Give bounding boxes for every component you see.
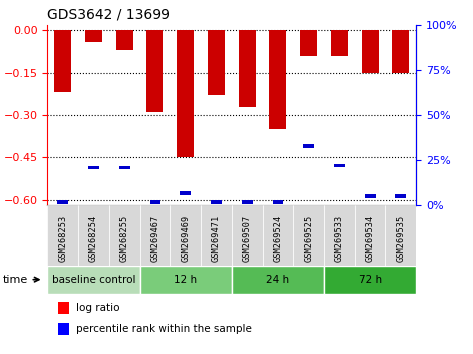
Text: 12 h: 12 h [174,275,197,285]
Text: GSM269535: GSM269535 [396,214,405,262]
Text: GDS3642 / 13699: GDS3642 / 13699 [47,7,170,21]
Bar [270,30,286,129]
Bar [109,205,140,266]
Bar [208,30,225,95]
Bar [331,30,348,56]
Bar [58,323,69,335]
Text: time: time [2,275,39,285]
Text: GSM268255: GSM268255 [120,214,129,262]
Text: 24 h: 24 h [266,275,289,285]
Bar [263,205,293,266]
Bar [119,166,130,169]
Text: GSM269533: GSM269533 [335,214,344,262]
Text: GSM269471: GSM269471 [212,214,221,262]
Bar [334,164,345,167]
Text: GSM269507: GSM269507 [243,214,252,262]
Text: baseline control: baseline control [52,275,135,285]
Bar [239,30,255,107]
Bar [355,205,385,266]
Bar [242,200,253,204]
Bar [201,205,232,266]
Text: percentile rank within the sample: percentile rank within the sample [76,324,252,334]
Text: GSM269525: GSM269525 [304,214,313,262]
Bar [88,166,99,169]
Text: GSM269467: GSM269467 [150,214,159,262]
Bar [140,205,170,266]
Bar [324,266,416,294]
Bar [47,205,78,266]
Text: GSM269524: GSM269524 [273,214,282,262]
Bar [170,205,201,266]
Bar [385,205,416,266]
Text: GSM268253: GSM268253 [58,214,67,262]
Text: GSM269534: GSM269534 [366,214,375,262]
Text: GSM269469: GSM269469 [181,214,190,262]
Bar [362,30,378,73]
Bar [211,200,222,204]
Bar [393,30,409,73]
Text: GSM268254: GSM268254 [89,214,98,262]
Bar [140,266,232,294]
Bar [116,30,132,50]
Bar [54,30,71,92]
Bar [177,30,194,158]
Bar [293,205,324,266]
Bar [300,30,317,56]
Bar [272,200,283,204]
Bar [395,194,406,198]
Bar [324,205,355,266]
Bar [57,200,68,204]
Bar [303,144,314,148]
Bar [180,191,191,194]
Bar [147,30,163,112]
Bar [47,266,140,294]
Bar [365,194,376,198]
Bar [78,205,109,266]
Text: 72 h: 72 h [359,275,382,285]
Bar [232,266,324,294]
Text: log ratio: log ratio [76,303,119,313]
Bar [232,205,263,266]
Bar [58,302,69,314]
Bar [85,30,102,42]
Bar [149,200,160,204]
